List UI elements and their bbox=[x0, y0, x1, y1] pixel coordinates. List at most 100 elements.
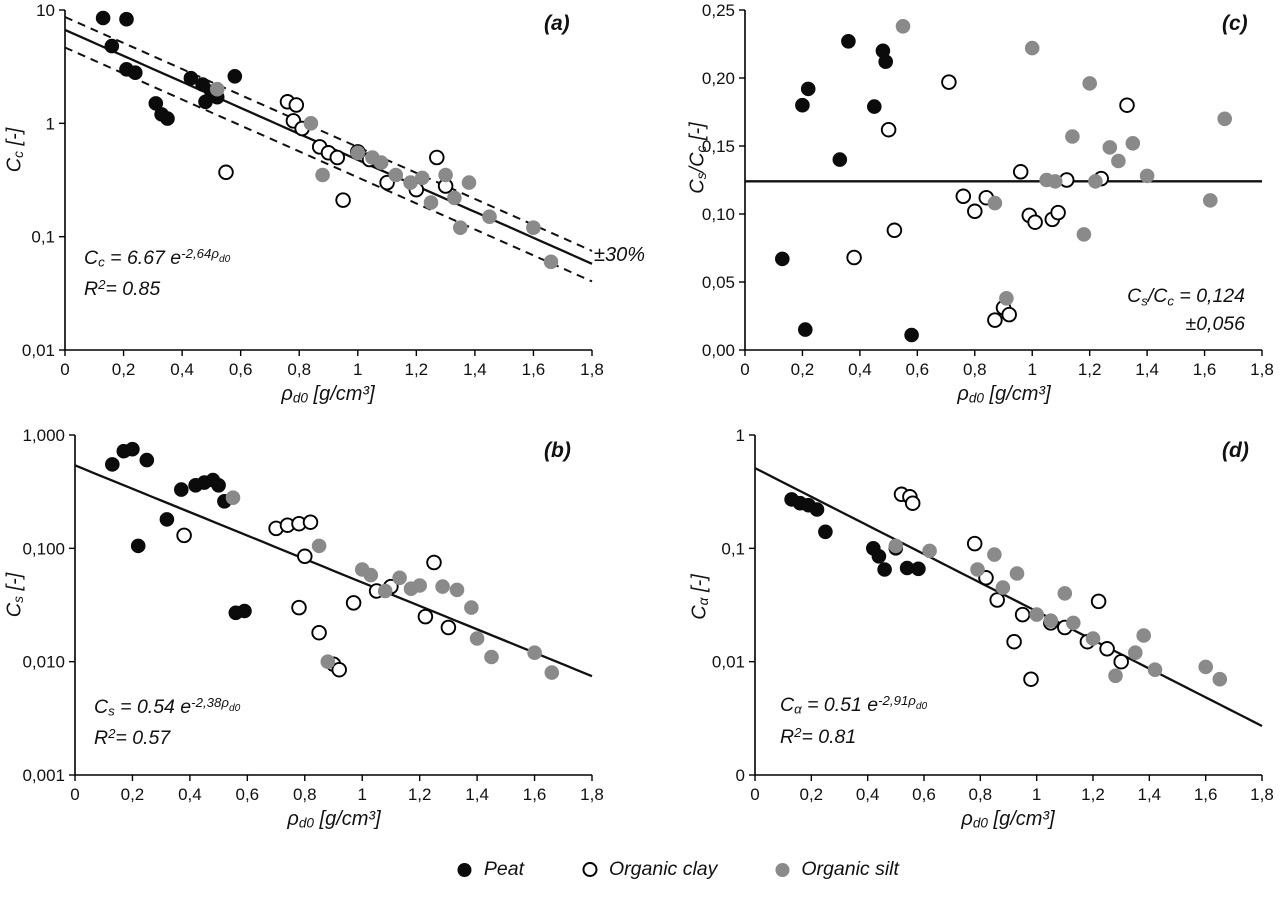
data-point-organic_silt bbox=[484, 649, 499, 665]
data-point-organic_silt bbox=[320, 654, 336, 669]
upper-band-line bbox=[64, 16, 593, 252]
axis-lines bbox=[754, 435, 1262, 776]
ratio-annotation: Cs/Cc = 0,124 ±0,056 bbox=[1127, 283, 1245, 338]
data-point-organic_clay bbox=[989, 592, 1005, 608]
data-point-organic_silt bbox=[1065, 129, 1080, 144]
data-point-organic_silt bbox=[1136, 628, 1152, 643]
data-point-organic_clay bbox=[966, 535, 983, 552]
data-point-organic_silt bbox=[1009, 566, 1025, 581]
data-point-organic_silt bbox=[447, 190, 462, 206]
data-point-organic_clay bbox=[302, 514, 319, 530]
y-tick-label: 0,15 bbox=[702, 137, 735, 156]
x-tick-label: 1 bbox=[1032, 785, 1041, 804]
data-point-peat bbox=[878, 54, 893, 70]
data-point-organic_silt bbox=[363, 567, 379, 583]
x-tick-label: 0,4 bbox=[178, 785, 202, 804]
data-point-organic_silt bbox=[970, 562, 985, 577]
x-tick-label: 0,8 bbox=[963, 360, 987, 379]
y-axis-title-b: Cs [-] bbox=[3, 572, 27, 618]
x-tick-label: 0,2 bbox=[800, 785, 824, 804]
legend-label-peat: Peat bbox=[483, 858, 524, 880]
y-tick-label: 1 bbox=[736, 426, 745, 445]
y-axis-title-a: Cc [-] bbox=[3, 127, 27, 173]
data-point-organic_silt bbox=[373, 155, 389, 170]
data-point-organic_silt bbox=[543, 254, 559, 270]
legend: Peat Organic clay Organic silt bbox=[457, 858, 899, 881]
x-tick-label: 1,2 bbox=[408, 785, 432, 804]
data-point-organic_silt bbox=[414, 170, 430, 186]
x-axis-title-c: ρd0 [g/cm³] bbox=[957, 383, 1051, 406]
data-point-organic_silt bbox=[1102, 140, 1118, 155]
data-point-organic_clay bbox=[1012, 164, 1029, 180]
data-point-organic_silt bbox=[999, 291, 1014, 306]
data-point-organic_silt bbox=[412, 578, 428, 593]
data-point-organic_silt bbox=[311, 538, 327, 554]
data-point-peat bbox=[832, 152, 848, 167]
data-point-peat bbox=[818, 524, 833, 540]
data-point-peat bbox=[119, 11, 134, 27]
data-point-organic_silt bbox=[350, 145, 366, 161]
data-point-organic_clay bbox=[331, 661, 347, 678]
x-tick-label: 1,6 bbox=[1193, 360, 1217, 379]
x-tick-label: 1,4 bbox=[1138, 785, 1162, 804]
data-point-organic_silt bbox=[1088, 174, 1103, 189]
data-point-organic_silt bbox=[388, 167, 404, 183]
data-point-organic_silt bbox=[888, 538, 904, 554]
data-point-peat bbox=[130, 538, 146, 554]
data-point-organic_clay bbox=[904, 495, 921, 511]
data-point-peat bbox=[211, 478, 226, 493]
y-tick-label: 0 bbox=[736, 766, 745, 785]
x-tick-label: 1,2 bbox=[405, 360, 429, 379]
data-point-organic_clay bbox=[288, 97, 305, 113]
data-point-organic_silt bbox=[1082, 76, 1098, 91]
chart-a-canvas: 0 0,2 0,4 0,6 0,8 1 1,2 1,4 1,6 1,8 0,01 0,1 1 10 bbox=[22, 1, 604, 379]
data-point-organic_silt bbox=[225, 490, 241, 505]
x-tick-label: 1 bbox=[357, 785, 366, 804]
peat-marker-icon bbox=[457, 862, 472, 877]
x-tick-label: 0,6 bbox=[912, 785, 936, 804]
ratio-spread: ±0,056 bbox=[1185, 312, 1246, 335]
data-point-organic_silt bbox=[209, 81, 225, 97]
data-point-peat bbox=[867, 99, 882, 114]
x-axis-title-b: ρd0 [g/cm³] bbox=[287, 808, 381, 831]
data-point-organic_silt bbox=[1047, 174, 1063, 189]
data-point-organic_silt bbox=[469, 631, 485, 646]
y-tick-label: 0,1 bbox=[721, 539, 745, 558]
data-point-organic_clay bbox=[1099, 641, 1115, 657]
x-tick-label: 1,6 bbox=[522, 360, 546, 379]
x-tick-label: 0,2 bbox=[121, 785, 145, 804]
data-point-organic_clay bbox=[1001, 306, 1017, 323]
y-tick-label: 0,05 bbox=[702, 273, 735, 292]
data-point-organic_silt bbox=[1128, 645, 1143, 660]
regression-line bbox=[754, 467, 1263, 728]
x-tick-label: 0,8 bbox=[969, 785, 993, 804]
data-point-organic_silt bbox=[1147, 662, 1163, 677]
r-squared-d: R2= 0.81 bbox=[780, 725, 857, 748]
data-point-peat bbox=[128, 65, 143, 80]
x-tick-label: 1 bbox=[1027, 360, 1036, 379]
panel-d: 0 0,2 0,4 0,6 0,8 1 1,2 1,4 1,6 1,8 0 0,01 0,1 1 Cα [… bbox=[640, 425, 1280, 855]
y-tick-label: 0,1 bbox=[31, 228, 55, 247]
data-point-organic_clay bbox=[955, 188, 972, 205]
x-tick-label: 0,4 bbox=[170, 360, 194, 379]
data-point-organic_silt bbox=[438, 167, 453, 183]
x-tick-label: 0,2 bbox=[112, 360, 136, 379]
data-point-peat bbox=[809, 502, 825, 517]
legend-item-peat: Peat bbox=[457, 858, 524, 881]
data-point-organic_clay bbox=[967, 203, 983, 220]
data-point-peat bbox=[95, 10, 111, 26]
data-point-organic_clay bbox=[1027, 214, 1043, 230]
data-point-organic_clay bbox=[1050, 204, 1066, 221]
data-point-peat bbox=[775, 251, 790, 267]
data-point-peat bbox=[911, 561, 926, 577]
panel-b: 0 0,2 0,4 0,6 0,8 1 1,2 1,4 1,6 1,8 0,001 0,010 0,10… bbox=[0, 425, 640, 855]
data-point-organic_clay bbox=[1119, 97, 1135, 113]
y-tick-label: 1,000 bbox=[22, 426, 65, 445]
x-tick-label: 1,8 bbox=[1250, 360, 1274, 379]
data-point-peat bbox=[798, 322, 813, 337]
panel-a: 0 0,2 0,4 0,6 0,8 1 1,2 1,4 1,6 1,8 0,01 0,1 1 10 Cc … bbox=[0, 0, 646, 430]
y-tick-label: 0,00 bbox=[702, 341, 735, 360]
data-point-organic_silt bbox=[527, 645, 542, 660]
y-tick-label: 0,001 bbox=[22, 766, 65, 785]
y-tick-label: 1 bbox=[46, 114, 55, 133]
